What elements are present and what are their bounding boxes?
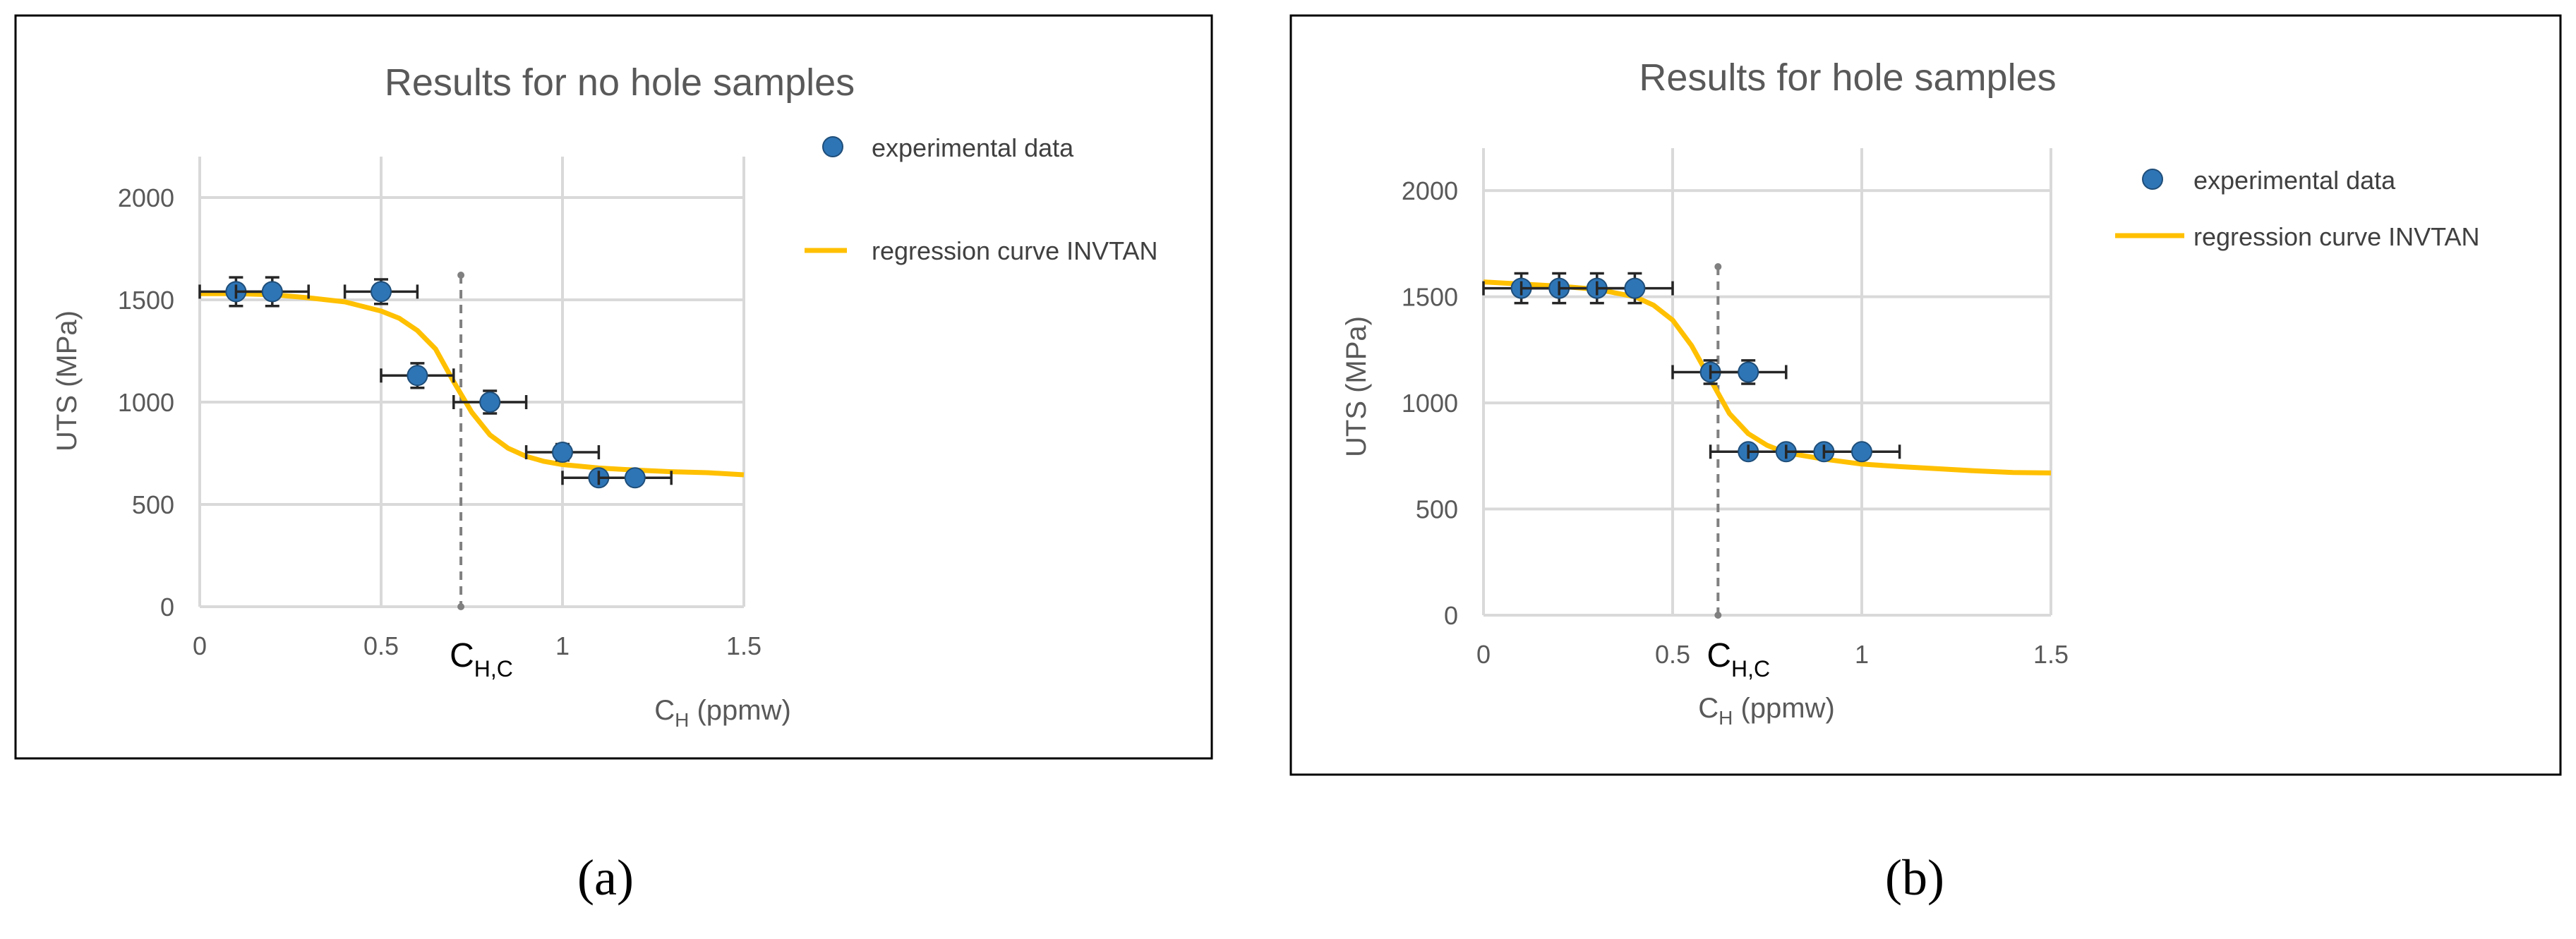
x-tick-label: 0 [193,631,207,660]
data-point [1624,277,1646,299]
chart-panel-b: Results for hole samples 0 500 1000 1500 2000… [1289,14,2562,776]
y-tick-label: 1000 [118,388,174,417]
gridlines [198,157,745,608]
y-tick-label: 1500 [1402,283,1458,312]
y-tick-label: 2000 [118,183,174,212]
legend-label-curve: regression curve INVTAN [872,236,1157,265]
x-tick-label: 1.5 [2033,640,2069,669]
chart-frame [1289,14,2562,776]
x-axis-label-main: C [1698,693,1719,724]
x-tick-label: 1.5 [726,631,762,660]
critical-label-main: C [1707,637,1731,674]
critical-label-sub: H,C [1731,656,1770,681]
x-axis-label-sub: H [675,709,689,731]
y-tick-label: 1000 [1402,389,1458,418]
experimental-points [1482,272,1901,463]
x-axis-label-sub: H [1719,707,1733,729]
data-point [1851,441,1872,463]
data-point [261,281,283,303]
x-tick-label: 1 [555,631,570,660]
critical-label-main: C [450,637,474,674]
data-point [1738,361,1759,383]
y-axis-label: UTS (MPa) [52,310,83,452]
x-axis-label: CH (ppmw) [654,695,791,731]
critical-line-end [457,272,465,279]
regression-curve [200,291,745,478]
x-axis-label-unit: (ppmw) [689,695,790,726]
y-tick-label: 0 [160,593,174,622]
x-axis-label-main: C [654,695,675,726]
y-tick-label: 1500 [118,286,174,315]
x-tick-label: 0.5 [363,631,399,660]
chart-panel-a: Results for no hole samples 0 500 1000 1500 2… [14,14,1213,760]
x-tick-label: 0 [1476,640,1491,669]
critical-line-end [1714,263,1722,270]
data-point [371,281,392,303]
chart-title: Results for no hole samples [385,61,855,104]
x-tick-label: 1 [1855,640,1869,669]
x-tick-label: 0.5 [1655,640,1690,669]
panel-label-b: (b) [1885,849,1944,906]
legend: experimental data regression curve INVTAN [2115,166,2479,251]
legend-label-points: experimental data [2193,166,2396,195]
y-tick-label: 500 [1416,495,1458,524]
y-tick-label: 2000 [1402,176,1458,205]
chart-title: Results for hole samples [1639,56,2056,99]
data-point [407,365,428,387]
data-point [624,467,646,489]
critical-label: CH,C [1707,637,1770,681]
gridlines [1482,148,2052,617]
experimental-points [198,276,673,489]
legend-marker-points [2142,169,2163,190]
critical-label: CH,C [450,637,513,681]
critical-line-end [1714,612,1722,619]
x-axis-label-unit: (ppmw) [1733,693,1834,724]
y-axis-label: UTS (MPa) [1341,316,1372,457]
legend-label-curve: regression curve INVTAN [2193,222,2479,251]
legend-label-points: experimental data [872,133,1074,162]
panel-label-a: (a) [577,849,634,906]
data-point [552,442,573,464]
legend: experimental data regression curve INVTAN [805,133,1157,265]
x-axis-label: CH (ppmw) [1698,693,1835,729]
data-point [479,392,501,413]
y-tick-label: 500 [132,490,174,519]
y-tick-label: 0 [1444,601,1458,630]
chart-frame [14,14,1213,760]
legend-marker-points [822,136,843,157]
critical-label-sub: H,C [474,656,513,681]
critical-line-end [457,603,465,610]
